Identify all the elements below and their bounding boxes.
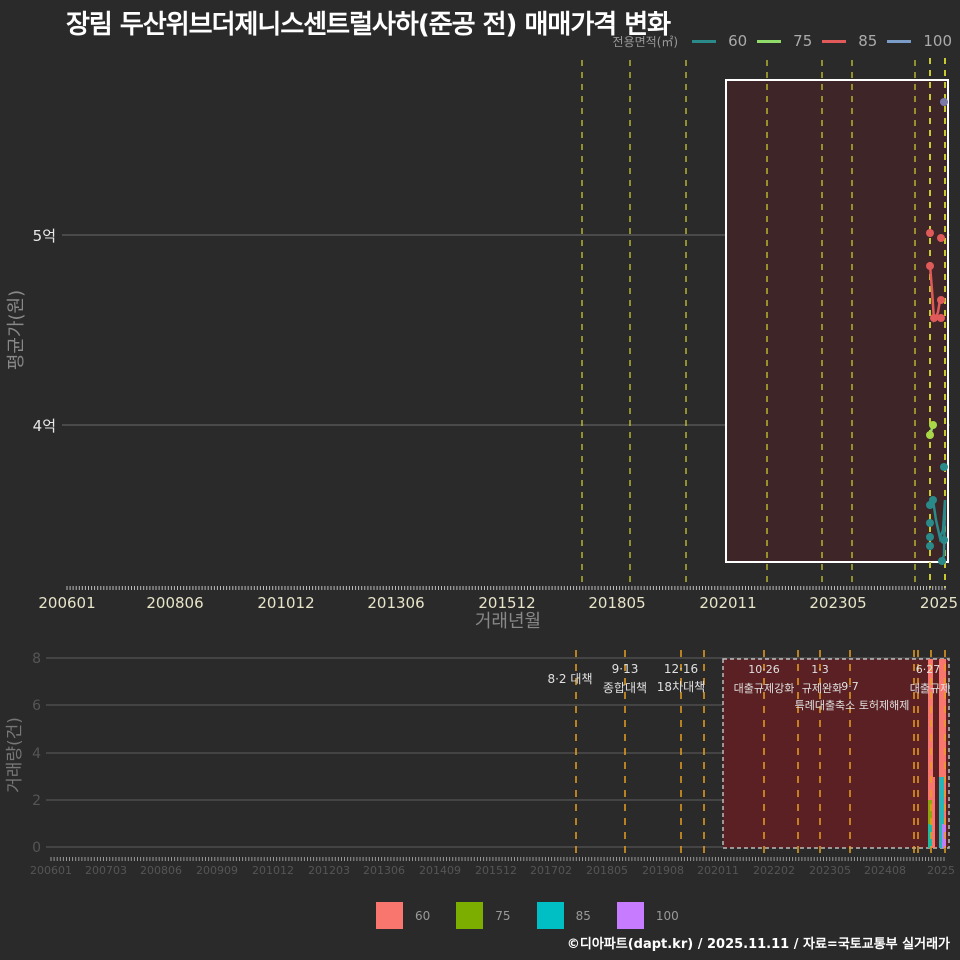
legend-label-75: 75 (793, 32, 813, 50)
y-tick-5: 5억 (33, 227, 56, 245)
volume-legend-label-60: 60 (415, 908, 431, 923)
svg-text:202305: 202305 (809, 594, 866, 612)
volume-y-axis-label: 거래량(건) (5, 717, 25, 793)
price-chart: 5억 4억 평균가(원) (6, 58, 958, 632)
svg-text:특례대출축소 토허제해제: 특례대출축소 토허제해제 (795, 698, 910, 712)
legend-area: 전용면적(㎡) 60 75 85 100 (613, 32, 952, 50)
volume-legend-swatch-75 (456, 902, 484, 929)
svg-text:200601: 200601 (38, 594, 95, 612)
volume-legend: 60 75 85 100 (376, 902, 705, 929)
legend-swatch-60 (692, 39, 717, 43)
svg-text:4: 4 (32, 746, 41, 762)
legend-label-60: 60 (728, 32, 748, 50)
svg-text:8·2 대책: 8·2 대책 (547, 671, 592, 686)
series-75 (926, 421, 937, 439)
svg-text:18차대책: 18차대책 (657, 679, 705, 694)
svg-text:202408: 202408 (864, 864, 906, 877)
volume-x-tick-labels: 200601 200703 200806 200909 201012 20120… (30, 864, 955, 877)
volume-x-minor-ticks (50, 857, 945, 861)
svg-text:201805: 201805 (588, 594, 645, 612)
svg-text:201012: 201012 (252, 864, 294, 877)
svg-text:9·13: 9·13 (612, 662, 639, 676)
series-85 (926, 229, 945, 323)
legend-swatch-75 (757, 39, 782, 43)
svg-text:200703: 200703 (85, 864, 127, 877)
svg-text:201409: 201409 (419, 864, 461, 877)
svg-text:201203: 201203 (308, 864, 350, 877)
svg-text:종합대책: 종합대책 (603, 680, 647, 695)
legend-swatch-85 (822, 39, 847, 43)
svg-text:규제완화: 규제완화 (802, 682, 842, 695)
svg-text:202305: 202305 (809, 864, 851, 877)
legend-swatch-100 (887, 39, 912, 43)
volume-policy-lines (575, 650, 946, 858)
svg-text:6: 6 (32, 698, 41, 714)
y-tick-4: 4억 (33, 417, 56, 435)
svg-text:202202: 202202 (753, 864, 795, 877)
highlight-box (725, 79, 949, 563)
svg-text:1·3: 1·3 (811, 663, 829, 676)
svg-text:200601: 200601 (30, 864, 72, 877)
svg-text:200806: 200806 (146, 594, 203, 612)
svg-text:200909: 200909 (196, 864, 238, 877)
svg-text:202011: 202011 (699, 594, 756, 612)
series-60 (926, 463, 948, 565)
volume-legend-swatch-85 (536, 902, 564, 929)
volume-chart: 8 6 4 2 0 거래량(건) (5, 650, 955, 877)
x-minor-ticks (66, 586, 946, 590)
volume-legend-swatch-100 (616, 902, 644, 929)
policy-lines (581, 58, 946, 588)
volume-legend-label-100: 100 (655, 908, 679, 923)
svg-text:2025: 2025 (920, 594, 958, 612)
svg-text:200806: 200806 (140, 864, 182, 877)
svg-text:201512: 201512 (478, 594, 535, 612)
svg-text:6·27: 6·27 (916, 663, 941, 676)
x-tick-labels: 200601 200806 201012 201306 201512 20180… (38, 594, 958, 612)
volume-legend-label-85: 85 (575, 908, 591, 923)
chart-title: 장림 두산위브더제니스센트럴사하(준공 전) 매매가격 변화 (66, 10, 671, 40)
series-100 (940, 98, 948, 106)
legend-label-100: 100 (923, 32, 952, 50)
svg-text:201908: 201908 (642, 864, 684, 877)
svg-text:8: 8 (32, 651, 41, 667)
volume-highlight-box (722, 658, 950, 849)
y-axis-label: 평균가(원) (6, 290, 27, 370)
volume-legend-swatch-60 (376, 902, 403, 929)
credit-footer: ©디아파트(dapt.kr) / 2025.11.11 / 자료=국토교통부 실… (566, 937, 950, 952)
volume-y-ticks: 8 6 4 2 0 (32, 651, 41, 856)
legend-label-85: 85 (858, 32, 878, 50)
svg-text:9·7: 9·7 (841, 680, 859, 693)
svg-text:0: 0 (32, 840, 41, 856)
svg-text:201702: 201702 (530, 864, 572, 877)
svg-text:201306: 201306 (363, 864, 405, 877)
svg-text:대출규제: 대출규제 (910, 682, 950, 695)
svg-text:201012: 201012 (257, 594, 314, 612)
svg-text:대출규제강화: 대출규제강화 (734, 682, 795, 695)
svg-text:201805: 201805 (586, 864, 628, 877)
volume-legend-label-75: 75 (495, 908, 511, 923)
svg-text:10·26: 10·26 (748, 663, 780, 676)
svg-text:2025: 2025 (927, 864, 955, 877)
svg-text:201512: 201512 (475, 864, 517, 877)
svg-text:2: 2 (32, 793, 41, 809)
svg-text:201306: 201306 (367, 594, 424, 612)
svg-text:12·16: 12·16 (664, 662, 698, 676)
legend-title: 전용면적(㎡) (612, 34, 679, 49)
policy-annotations: 8·2 대책 9·13 종합대책 12·16 18차대책 10·26 대출규제강… (547, 662, 950, 712)
svg-text:202011: 202011 (697, 864, 739, 877)
x-axis-label: 거래년월 (475, 611, 541, 632)
